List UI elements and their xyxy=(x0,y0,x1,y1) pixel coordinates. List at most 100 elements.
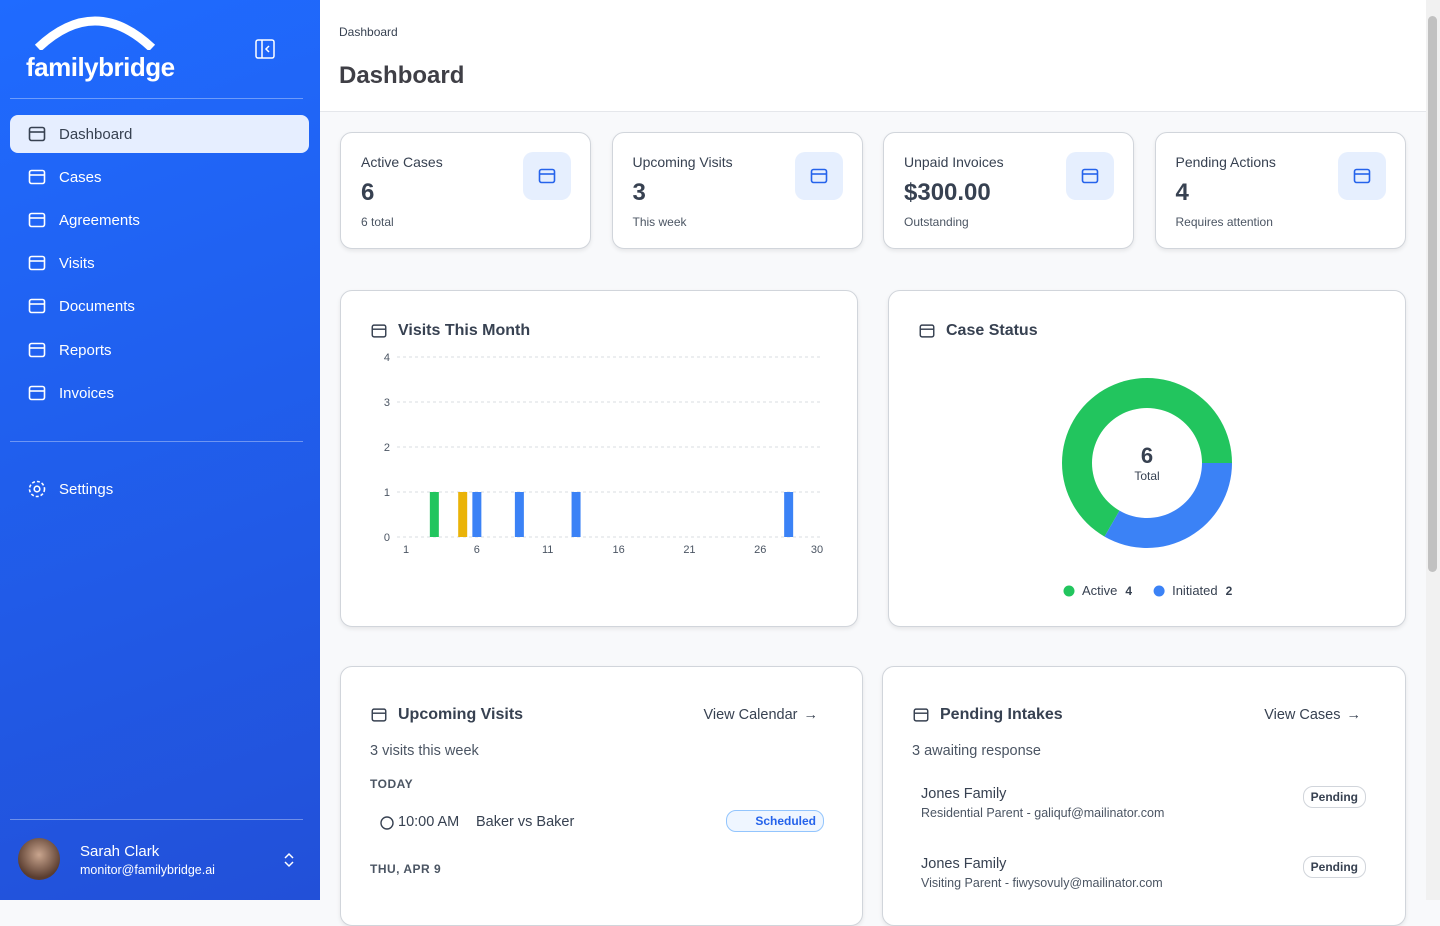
nav-label: Visits xyxy=(59,254,95,272)
icon xyxy=(28,212,46,228)
icon xyxy=(28,298,46,314)
status-badge: Scheduled xyxy=(726,810,824,832)
sidebar: familybridge Settings Sarah Clark monito… xyxy=(0,0,320,900)
legend-label: Active xyxy=(1082,583,1117,598)
nav-label: Settings xyxy=(59,480,114,498)
stat-card: Upcoming Visits 3 This week xyxy=(611,132,863,249)
pie-segment xyxy=(1062,378,1232,537)
icon-shape xyxy=(371,708,387,722)
bar xyxy=(458,492,468,537)
bar xyxy=(784,492,794,537)
legend-label: Initiated xyxy=(1172,583,1218,598)
chart-card: Case Status 6 Total Active 4 Initiated 2 xyxy=(888,290,1406,627)
x-tick-label: 16 xyxy=(612,544,624,556)
icon xyxy=(1353,168,1370,184)
settings-link[interactable]: Settings xyxy=(10,470,309,508)
visit-name: Baker vs Baker xyxy=(476,814,575,830)
y-tick-label: 4 xyxy=(384,352,390,364)
icon xyxy=(28,342,46,358)
bar xyxy=(429,492,439,537)
panel-title: Pending Intakes xyxy=(940,706,1063,723)
nav-item[interactable]: Dashboard xyxy=(10,115,309,153)
icon-shape xyxy=(371,324,387,338)
stat-card: Active Cases 6 6 total xyxy=(340,132,591,249)
panel: Pending Intakes View Cases → 3 awaiting res… xyxy=(882,666,1406,926)
nav-item[interactable]: Cases xyxy=(10,158,309,196)
breadcrumb: Dashboard xyxy=(339,25,398,39)
divider xyxy=(10,819,303,820)
nav-item[interactable]: Documents xyxy=(10,287,309,325)
page-title: Dashboard xyxy=(339,62,465,89)
icon xyxy=(371,708,387,722)
intake-detail: Residential Parent - galiquf@mailinator.… xyxy=(921,806,1165,820)
panel-link[interactable]: View Cases → xyxy=(1264,707,1361,723)
arrow: → xyxy=(803,707,819,723)
icon xyxy=(913,708,929,722)
user-email: monitor@familybridge.ai xyxy=(80,863,215,877)
icon-shape xyxy=(28,298,46,314)
icon-shape xyxy=(538,168,556,184)
nav-item[interactable]: Invoices xyxy=(10,374,309,412)
stat-note: This week xyxy=(632,215,687,229)
brand: familybridge xyxy=(26,52,175,82)
icon xyxy=(28,385,46,401)
chevron xyxy=(284,852,294,868)
nav-icon xyxy=(28,480,46,498)
x-tick-label: 1 xyxy=(403,544,409,556)
panel-subtitle: 3 visits this week xyxy=(370,743,479,759)
intake-name: Jones Family xyxy=(921,856,1007,872)
stat-label: Pending Actions xyxy=(1175,154,1276,170)
y-tick-label: 3 xyxy=(384,397,390,409)
center-label: Total xyxy=(1134,469,1159,483)
logo-arc xyxy=(34,16,156,50)
icon-shape xyxy=(1353,168,1370,184)
collapse-button[interactable] xyxy=(255,39,275,59)
icon xyxy=(538,168,556,184)
group-date: THU, APR 9 xyxy=(370,862,442,876)
nav-label: Reports xyxy=(59,341,112,359)
icon-shape xyxy=(28,342,46,358)
nav-item[interactable]: Reports xyxy=(10,331,309,369)
pie-segment xyxy=(1104,463,1232,548)
status-badge: Pending xyxy=(1302,856,1366,878)
legend-dot xyxy=(1063,585,1075,597)
bar xyxy=(472,492,482,537)
nav-item[interactable]: Agreements xyxy=(10,201,309,239)
stat-label: Upcoming Visits xyxy=(632,154,733,170)
scrollbar-thumb[interactable] xyxy=(1428,16,1437,572)
main: Dashboard Dashboard Active Cases 6 6 total… xyxy=(320,0,1426,926)
icon-shape xyxy=(28,255,46,271)
nav-label: Cases xyxy=(59,168,102,186)
icon-shape xyxy=(28,169,46,185)
icon xyxy=(1081,168,1099,184)
user-menu[interactable]: Sarah Clark monitor@familybridge.ai xyxy=(18,838,308,882)
x-tick-label: 30 xyxy=(811,544,823,556)
stat-value: $300.00 xyxy=(904,179,991,206)
chart-card: Visits This Month 0 1 2 3 4 1 6 11 16 21 26 30 xyxy=(340,290,858,627)
panel-link[interactable]: View Calendar → xyxy=(703,707,818,723)
chart-title: Case Status xyxy=(946,322,1038,339)
stat-icon xyxy=(794,152,843,200)
panel-subtitle: 3 awaiting response xyxy=(912,743,1041,759)
bar xyxy=(571,492,581,537)
panel-title: Upcoming Visits xyxy=(398,706,524,723)
icon xyxy=(371,324,387,338)
legend-value: 4 xyxy=(1125,584,1132,598)
intake-detail: Visiting Parent - fiwysovuly@mailinator.… xyxy=(921,876,1163,890)
nav-label: Documents xyxy=(59,297,135,315)
bar xyxy=(514,492,524,537)
nav-item[interactable]: Visits xyxy=(10,244,309,282)
header: Dashboard Dashboard xyxy=(320,0,1426,112)
stat-card: Unpaid Invoices $300.00 Outstanding xyxy=(883,132,1134,249)
icon-shape xyxy=(28,126,46,142)
icon-shape xyxy=(1081,168,1099,184)
x-tick-label: 6 xyxy=(474,544,480,556)
avatar xyxy=(18,838,60,880)
icon xyxy=(28,169,46,185)
icon xyxy=(28,126,46,142)
visit-time: 10:00 AM xyxy=(398,814,460,830)
y-tick-label: 0 xyxy=(384,532,390,544)
